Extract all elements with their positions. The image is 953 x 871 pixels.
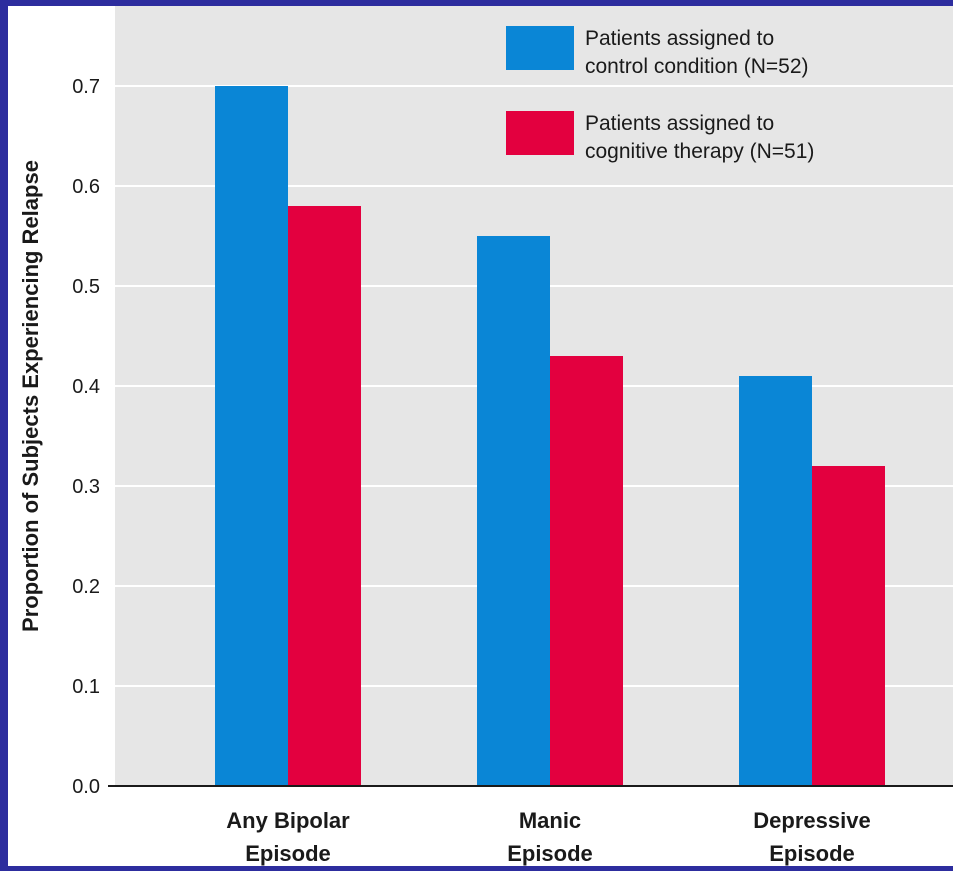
bar-cognitive-therapy: [550, 356, 623, 786]
legend-swatch: [506, 111, 574, 155]
x-category-label: Manic: [519, 808, 581, 833]
bar-control: [739, 376, 812, 786]
x-category-label: Any Bipolar: [226, 808, 350, 833]
y-tick-labels: 0.0 0.1 0.2 0.3 0.4 0.5 0.6 0.7: [72, 76, 100, 798]
y-tick-label: 0.3: [72, 476, 100, 498]
legend-label: cognitive therapy (N=51): [585, 140, 814, 163]
bar-cognitive-therapy: [288, 206, 361, 786]
x-category-label: Episode: [507, 841, 593, 866]
legend-label: control condition (N=52): [585, 55, 809, 78]
bar-cognitive-therapy: [812, 466, 885, 786]
x-category-labels: Any Bipolar Episode Manic Episode Depressive…: [226, 808, 870, 866]
legend-label: Patients assigned to: [585, 27, 774, 50]
bar-chart: 0.0 0.1 0.2 0.3 0.4 0.5 0.6 0.7 Any Bipolar Epis…: [8, 6, 953, 866]
x-category-label: Episode: [769, 841, 855, 866]
x-category-label: Episode: [245, 841, 331, 866]
y-tick-label: 0.5: [72, 276, 100, 298]
bar-control: [477, 236, 550, 786]
legend: Patients assigned to control condition (N…: [506, 26, 814, 163]
y-tick-label: 0.1: [72, 676, 100, 698]
y-tick-label: 0.7: [72, 76, 100, 98]
legend-label: Patients assigned to: [585, 112, 774, 135]
chart-panel: 0.0 0.1 0.2 0.3 0.4 0.5 0.6 0.7 Any Bipolar Epis…: [8, 6, 953, 866]
y-tick-label: 0.6: [72, 176, 100, 198]
y-tick-label: 0.2: [72, 576, 100, 598]
y-tick-label: 0.0: [72, 776, 100, 798]
legend-swatch: [506, 26, 574, 70]
bars: [215, 86, 885, 786]
bar-control: [215, 86, 288, 786]
y-axis-title: Proportion of Subjects Experiencing Rela…: [18, 160, 43, 632]
y-tick-label: 0.4: [72, 376, 100, 398]
x-category-label: Depressive: [753, 808, 870, 833]
